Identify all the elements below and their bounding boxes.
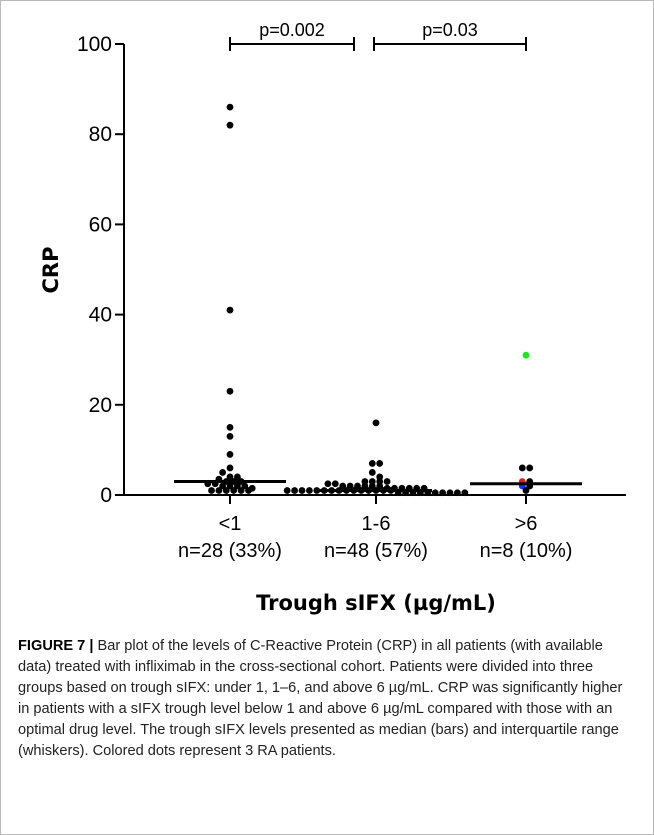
data-points xyxy=(204,103,534,497)
data-point xyxy=(230,487,238,494)
y-tick-label-100: 100 xyxy=(77,33,112,56)
data-point xyxy=(313,487,321,494)
p-value-label-1: p=0.03 xyxy=(422,20,478,40)
data-point xyxy=(526,464,534,472)
data-point xyxy=(219,469,227,476)
data-point xyxy=(226,464,234,472)
data-point xyxy=(461,489,469,497)
data-point xyxy=(226,451,234,458)
data-point xyxy=(431,489,439,497)
data-point xyxy=(361,482,369,490)
data-point xyxy=(372,419,380,427)
x-tick-label-1: 1-6 xyxy=(362,513,391,535)
y-tick-label-20: 20 xyxy=(89,394,112,417)
data-point xyxy=(241,482,249,490)
data-point xyxy=(245,487,252,494)
x-tick-label-0: <1 xyxy=(219,513,242,535)
y-tick-label-60: 60 xyxy=(89,213,112,236)
data-point xyxy=(226,387,234,395)
data-point xyxy=(226,121,234,129)
data-point xyxy=(219,482,227,490)
data-point xyxy=(518,464,526,472)
data-point xyxy=(446,489,454,497)
data-point xyxy=(339,482,347,490)
x-axis: <1 n=28 (33%) 1-6 n=48 (57%) >6 n=8 (10%) xyxy=(124,494,626,562)
data-point xyxy=(226,482,234,490)
data-point xyxy=(208,487,215,494)
data-point xyxy=(226,473,234,481)
x-group-n-label-2: n=8 (10%) xyxy=(480,540,573,562)
data-point xyxy=(226,423,234,431)
data-point xyxy=(283,487,291,494)
y-tick-label-0: 0 xyxy=(100,484,112,507)
x-axis-title: Trough sIFX (µg/mL) xyxy=(256,591,496,615)
data-point xyxy=(226,306,234,314)
data-point xyxy=(222,487,230,494)
data-point xyxy=(215,487,223,494)
data-point xyxy=(522,351,530,359)
data-point xyxy=(454,489,461,497)
y-axis-title: CRP xyxy=(39,247,63,294)
median-bars xyxy=(174,479,582,492)
crp-scatter-chart: 0 20 40 60 80 100 <1 n=28 (33%) 1-6 n=48 (57%) >6… xyxy=(39,20,626,615)
y-tick-label-80: 80 xyxy=(89,123,112,146)
data-point xyxy=(346,482,354,490)
data-point xyxy=(298,487,306,494)
y-tick-label-40: 40 xyxy=(89,304,112,327)
y-axis: 0 20 40 60 80 100 xyxy=(77,33,125,507)
data-point xyxy=(226,432,234,440)
data-point xyxy=(234,482,241,490)
caption-text: Bar plot of the levels of C-Reactive Pro… xyxy=(18,638,623,759)
data-point xyxy=(354,482,361,490)
data-point xyxy=(324,480,332,488)
figure-caption: FIGURE 7 | Bar plot of the levels of C-R… xyxy=(18,636,630,762)
data-point xyxy=(331,480,339,488)
x-group-n-label-1: n=48 (57%) xyxy=(324,540,428,562)
data-point xyxy=(368,469,376,476)
data-point xyxy=(291,487,298,494)
data-point xyxy=(237,487,245,494)
p-value-label-0: p=0.002 xyxy=(259,20,325,40)
significance-brackets: p=0.002 p=0.03 xyxy=(229,20,527,51)
data-point xyxy=(383,478,391,485)
x-group-n-label-0: n=28 (33%) xyxy=(178,540,282,562)
x-tick-label-2: >6 xyxy=(515,513,538,535)
data-point xyxy=(306,487,313,494)
figure-label: FIGURE 7 | xyxy=(18,638,94,654)
data-point xyxy=(439,489,446,497)
data-point xyxy=(376,482,384,490)
data-point xyxy=(522,487,530,494)
data-point xyxy=(226,103,234,111)
data-point xyxy=(368,482,376,490)
data-point xyxy=(376,460,384,467)
data-point xyxy=(234,473,241,481)
data-point xyxy=(368,460,376,467)
